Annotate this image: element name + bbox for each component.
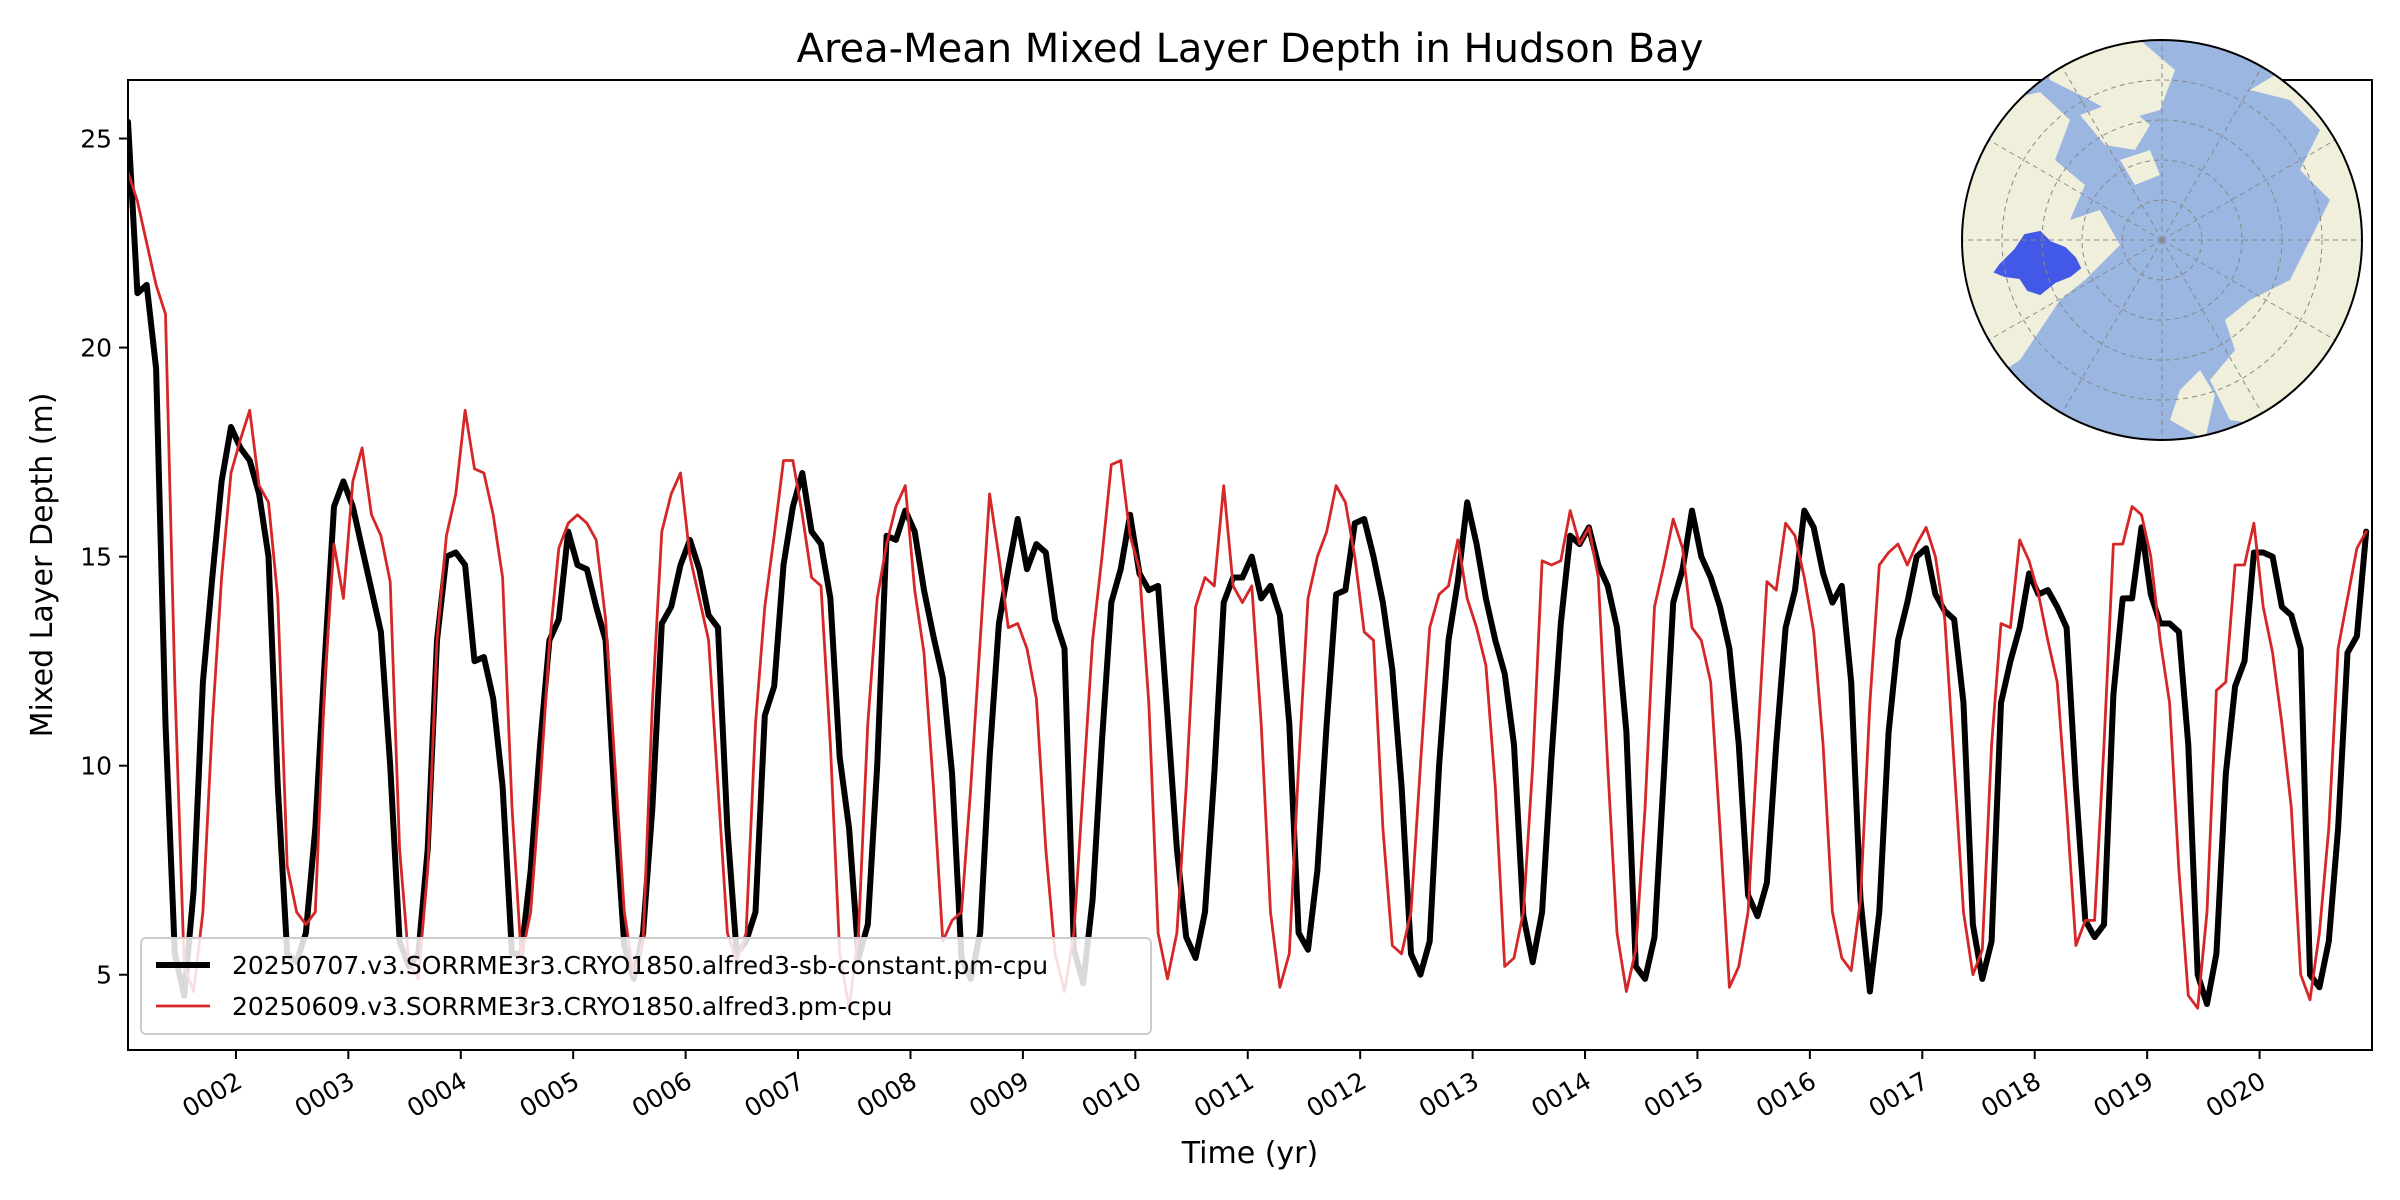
y-tick-label: 10: [80, 752, 112, 781]
map-meridian-line: [2061, 66, 2163, 241]
y-axis: 5 10 15 20 25: [80, 125, 128, 990]
map-meridian-line: [2061, 239, 2163, 414]
map-latitude-line: [2081, 159, 2243, 321]
series-line-1: [128, 170, 2368, 1010]
map-land-eurasia: [2210, 60, 2362, 440]
legend-label-black: 20250707.v3.SORRME3r3.CRYO1850.alfred3-s…: [232, 951, 1048, 980]
legend-label-red: 20250609.v3.SORRME3r3.CRYO1850.alfred3.p…: [232, 992, 893, 1021]
map-meridian-line: [2161, 239, 2336, 341]
map-land-canadian-archipelago: [2080, 100, 2160, 185]
series-line-0: [128, 118, 2370, 1007]
x-axis-title: Time (yr): [1181, 1136, 1318, 1171]
hudson-bay-region: [1993, 230, 2082, 296]
legend: 20250707.v3.SORRME3r3.CRYO1850.alfred3-s…: [140, 937, 1152, 1035]
map-meridian-line: [2161, 239, 2263, 414]
map-gridlines: [1962, 40, 2362, 440]
map-meridian-line: [2161, 66, 2263, 241]
inset-map: [1961, 39, 2363, 441]
map-border: [1961, 39, 2363, 441]
y-tick-label: 25: [80, 125, 112, 154]
plot-frame: [127, 79, 2373, 1051]
map-meridian-line: [2161, 139, 2336, 241]
map-latitude-line: [2001, 79, 2323, 401]
map-meridian-line: [1988, 139, 2163, 241]
map-land-scandinavia: [2170, 370, 2215, 440]
map-meridian-line: [1988, 239, 2163, 341]
y-tick-label: 5: [96, 961, 112, 990]
y-tick-label: 20: [80, 334, 112, 363]
series-layer: [128, 118, 2370, 1010]
chart-title: Area-Mean Mixed Layer Depth in Hudson Ba…: [797, 26, 1704, 72]
y-tick-label: 15: [80, 543, 112, 572]
y-axis-title: Mixed Layer Depth (m): [25, 393, 60, 738]
legend-frame: [140, 937, 1152, 1035]
